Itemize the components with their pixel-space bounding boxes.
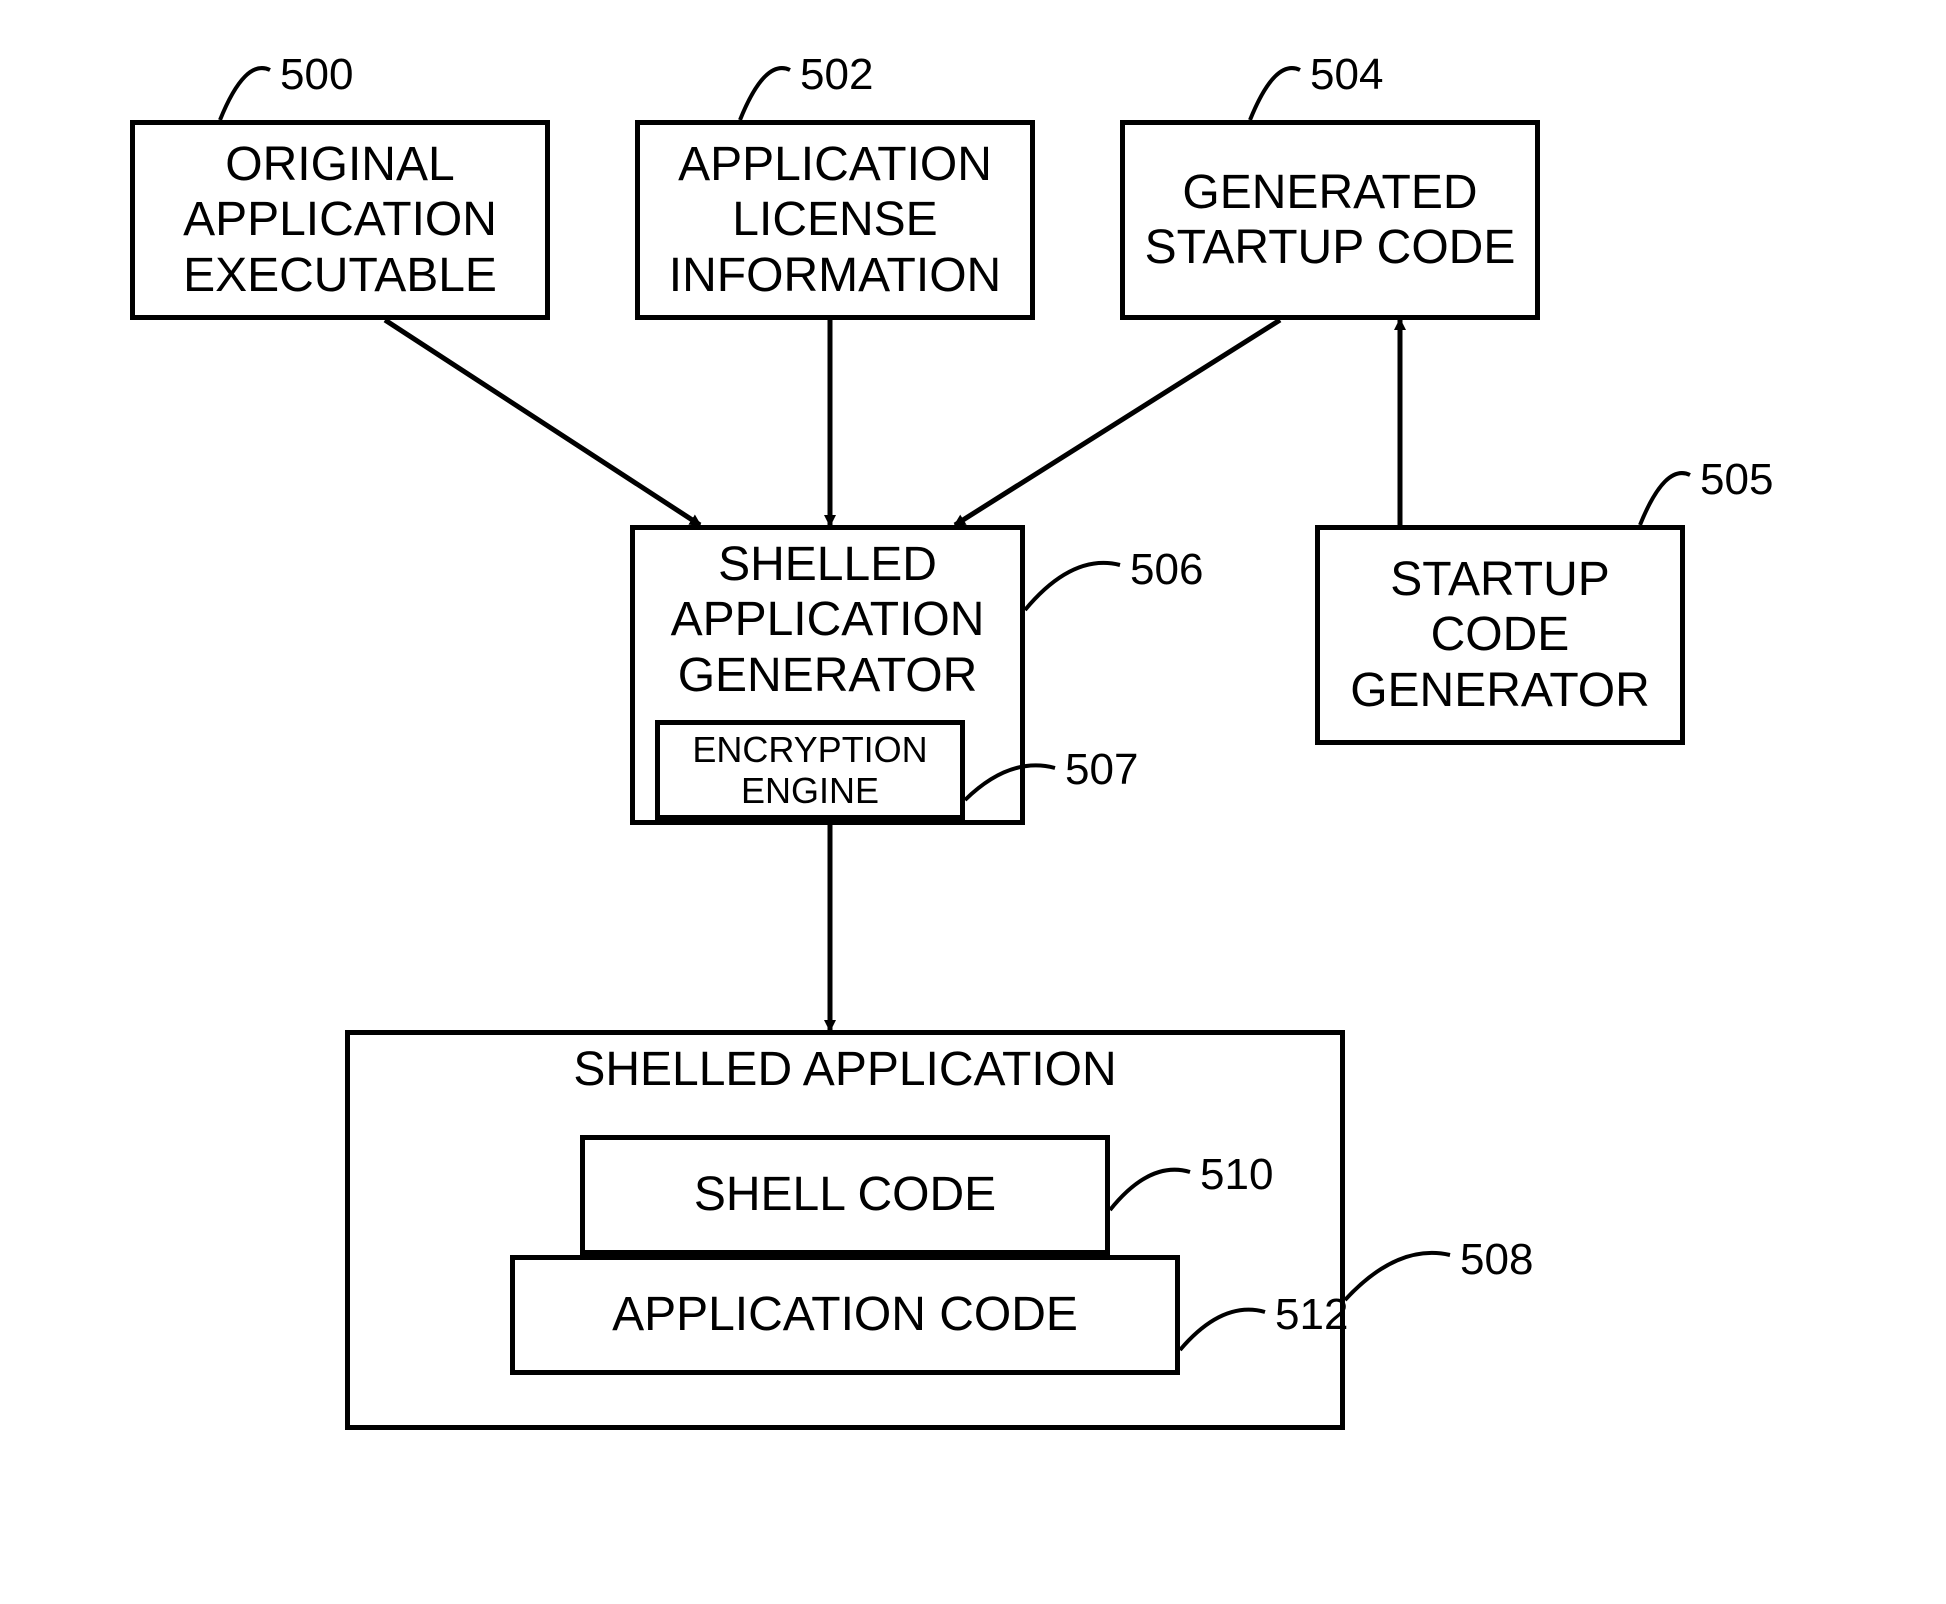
ref-label-r504: 504 — [1310, 50, 1383, 100]
node-n505: STARTUP CODE GENERATOR — [1315, 525, 1685, 745]
node-n512: APPLICATION CODE — [510, 1255, 1180, 1375]
node-n504: GENERATED STARTUP CODE — [1120, 120, 1540, 320]
ref-label-r508: 508 — [1460, 1235, 1533, 1285]
node-n500: ORIGINAL APPLICATION EXECUTABLE — [130, 120, 550, 320]
ref-label-r512: 512 — [1275, 1290, 1348, 1340]
ref-label-r510: 510 — [1200, 1150, 1273, 1200]
node-label-n507: ENCRYPTION ENGINE — [692, 729, 927, 812]
ref-label-r506: 506 — [1130, 545, 1203, 595]
ref-label-r505: 505 — [1700, 455, 1773, 505]
node-n507: ENCRYPTION ENGINE — [655, 720, 965, 820]
node-label-n508: SHELLED APPLICATION — [573, 1042, 1116, 1097]
node-label-n505: STARTUP CODE GENERATOR — [1350, 552, 1650, 718]
node-label-n512: APPLICATION CODE — [612, 1287, 1078, 1342]
node-n510: SHELL CODE — [580, 1135, 1110, 1255]
node-label-n510: SHELL CODE — [694, 1167, 996, 1222]
node-label-n502: APPLICATION LICENSE INFORMATION — [669, 137, 1001, 303]
diagram-canvas: ORIGINAL APPLICATION EXECUTABLE APPLICATI… — [0, 0, 1946, 1604]
ref-label-r500: 500 — [280, 50, 353, 100]
ref-label-r507: 507 — [1065, 745, 1138, 795]
ref-label-r502: 502 — [800, 50, 873, 100]
node-label-n500: ORIGINAL APPLICATION EXECUTABLE — [183, 137, 497, 303]
node-label-n506: SHELLED APPLICATION GENERATOR — [671, 537, 985, 703]
node-label-n504: GENERATED STARTUP CODE — [1145, 165, 1516, 275]
node-n502: APPLICATION LICENSE INFORMATION — [635, 120, 1035, 320]
